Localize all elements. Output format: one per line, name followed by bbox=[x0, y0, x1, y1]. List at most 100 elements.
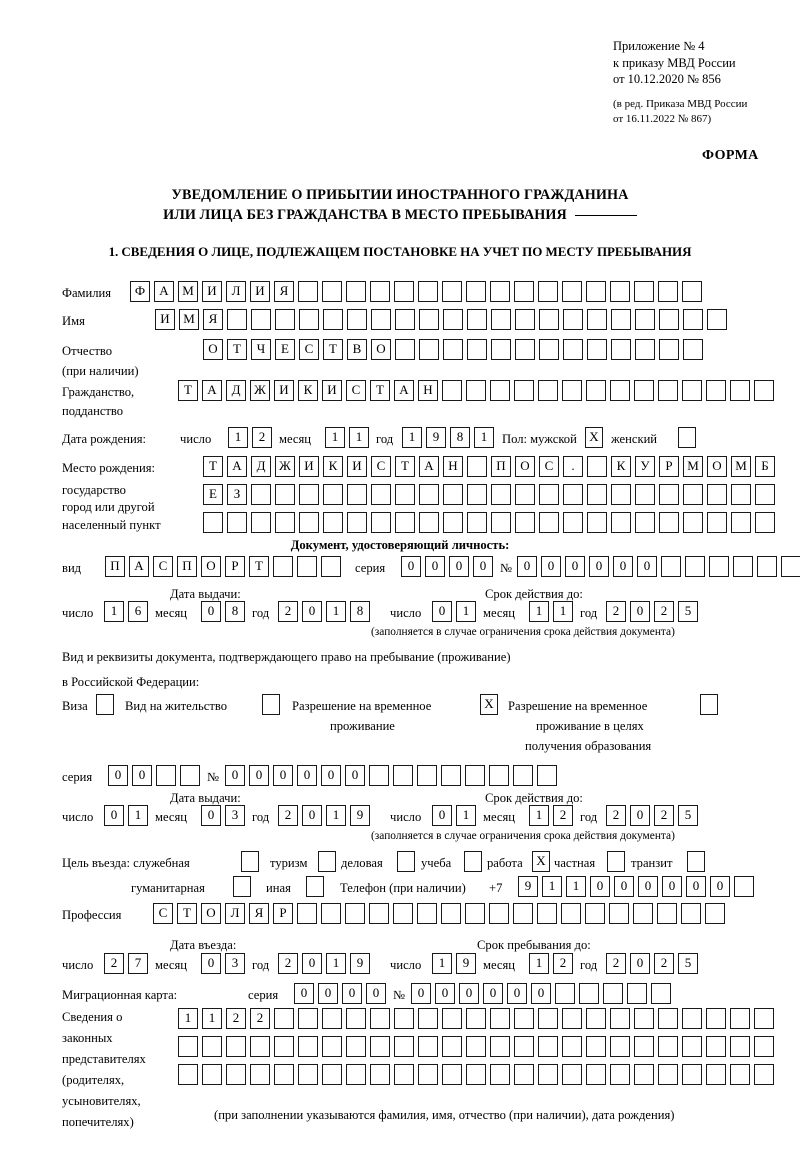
birthplace-3-cell[interactable] bbox=[683, 512, 703, 533]
patronymic-cell[interactable] bbox=[611, 339, 631, 360]
doc-issue-day-cell[interactable]: 6 bbox=[128, 601, 148, 622]
name-cell[interactable] bbox=[659, 309, 679, 330]
birthplace-3-cell[interactable] bbox=[731, 512, 751, 533]
doc-kind-cell[interactable]: Р bbox=[225, 556, 245, 577]
entry-day-cell[interactable]: 7 bbox=[128, 953, 148, 974]
citizenship-cell[interactable] bbox=[706, 380, 726, 401]
doc-issue-month-cell[interactable]: 8 bbox=[225, 601, 245, 622]
citizenship-cell[interactable]: Т bbox=[178, 380, 198, 401]
doc-number-cell[interactable]: 0 bbox=[517, 556, 537, 577]
permit-issue-year-cell[interactable]: 9 bbox=[350, 805, 370, 826]
legal-rep-3-cell[interactable] bbox=[730, 1064, 750, 1085]
legal-rep-3-cell[interactable] bbox=[394, 1064, 414, 1085]
legal-rep-1-cell[interactable] bbox=[706, 1008, 726, 1029]
legal-rep-2-cell[interactable] bbox=[202, 1036, 222, 1057]
legal-rep-1-cell[interactable] bbox=[730, 1008, 750, 1029]
doc-number-cell[interactable] bbox=[733, 556, 753, 577]
patronymic-cell[interactable] bbox=[539, 339, 559, 360]
name-cell[interactable] bbox=[539, 309, 559, 330]
mcard-series-cell[interactable]: 0 bbox=[342, 983, 362, 1004]
citizenship-cell[interactable]: И bbox=[274, 380, 294, 401]
surname-cell[interactable] bbox=[586, 281, 606, 302]
legal-rep-2-cell[interactable] bbox=[298, 1036, 318, 1057]
birthplace-3-cell[interactable] bbox=[707, 512, 727, 533]
checkbox-purpose-service[interactable] bbox=[241, 851, 259, 872]
surname-cell[interactable]: Я bbox=[274, 281, 294, 302]
checkbox-sex-female[interactable] bbox=[678, 427, 696, 448]
legal-rep-1-cell[interactable] bbox=[298, 1008, 318, 1029]
birthplace-3-cell[interactable] bbox=[491, 512, 511, 533]
birthplace-1-cell[interactable]: И bbox=[299, 456, 319, 477]
legal-rep-3-cell[interactable] bbox=[610, 1064, 630, 1085]
patronymic-cell[interactable] bbox=[563, 339, 583, 360]
birthplace-3-cell[interactable] bbox=[299, 512, 319, 533]
mcard-number-cell[interactable]: 0 bbox=[459, 983, 479, 1004]
permit-number-cell[interactable]: 0 bbox=[273, 765, 293, 786]
birthplace-3-cell[interactable] bbox=[443, 512, 463, 533]
name-cell[interactable] bbox=[227, 309, 247, 330]
legal-rep-3-cell[interactable] bbox=[322, 1064, 342, 1085]
checkbox-temp-residence-edu[interactable] bbox=[700, 694, 718, 715]
checkbox-purpose-other[interactable] bbox=[306, 876, 324, 897]
legal-rep-2-cell[interactable] bbox=[466, 1036, 486, 1057]
permit-number-cell[interactable]: 0 bbox=[321, 765, 341, 786]
entry-day-cell[interactable]: 2 bbox=[104, 953, 124, 974]
doc-series-cell[interactable]: 0 bbox=[401, 556, 421, 577]
profession-cell[interactable] bbox=[561, 903, 581, 924]
entry-month-cell[interactable]: 0 bbox=[201, 953, 221, 974]
doc-number-cell[interactable] bbox=[781, 556, 800, 577]
birthplace-2-cell[interactable] bbox=[755, 484, 775, 505]
legal-rep-2-cell[interactable] bbox=[706, 1036, 726, 1057]
citizenship-cell[interactable]: Ж bbox=[250, 380, 270, 401]
doc-issue-year-cell[interactable]: 0 bbox=[302, 601, 322, 622]
birthplace-1-cell[interactable]: Р bbox=[659, 456, 679, 477]
birthplace-1-cell[interactable]: О bbox=[515, 456, 535, 477]
citizenship-cell[interactable] bbox=[562, 380, 582, 401]
profession-cell[interactable]: Л bbox=[225, 903, 245, 924]
birthplace-1-cell[interactable]: О bbox=[707, 456, 727, 477]
birthplace-3-cell[interactable] bbox=[251, 512, 271, 533]
patronymic-cell[interactable]: О bbox=[371, 339, 391, 360]
birthplace-2-cell[interactable] bbox=[251, 484, 271, 505]
permit-number-cell[interactable]: 0 bbox=[249, 765, 269, 786]
doc-number-cell[interactable] bbox=[685, 556, 705, 577]
name-cell[interactable] bbox=[635, 309, 655, 330]
birthplace-1-cell[interactable]: К bbox=[611, 456, 631, 477]
doc-kind-cell[interactable]: Т bbox=[249, 556, 269, 577]
legal-rep-3-cell[interactable] bbox=[370, 1064, 390, 1085]
birthplace-3-cell[interactable] bbox=[611, 512, 631, 533]
birth-year-cell[interactable]: 1 bbox=[402, 427, 422, 448]
birth-year-cell[interactable]: 1 bbox=[474, 427, 494, 448]
mcard-number-cell[interactable] bbox=[555, 983, 575, 1004]
surname-cell[interactable] bbox=[610, 281, 630, 302]
citizenship-cell[interactable]: К bbox=[298, 380, 318, 401]
birthplace-3-cell[interactable] bbox=[467, 512, 487, 533]
name-cell[interactable] bbox=[587, 309, 607, 330]
legal-rep-1-cell[interactable]: 1 bbox=[178, 1008, 198, 1029]
doc-series-cell[interactable]: 0 bbox=[473, 556, 493, 577]
legal-rep-2-cell[interactable] bbox=[634, 1036, 654, 1057]
legal-rep-1-cell[interactable] bbox=[346, 1008, 366, 1029]
name-cell[interactable] bbox=[611, 309, 631, 330]
legal-rep-1-cell[interactable]: 2 bbox=[250, 1008, 270, 1029]
birthplace-2-cell[interactable] bbox=[371, 484, 391, 505]
permit-number-cell[interactable] bbox=[537, 765, 557, 786]
legal-rep-1-cell[interactable] bbox=[754, 1008, 774, 1029]
profession-cell[interactable]: С bbox=[153, 903, 173, 924]
profession-cell[interactable] bbox=[585, 903, 605, 924]
profession-cell[interactable] bbox=[417, 903, 437, 924]
checkbox-purpose-humanitarian[interactable] bbox=[233, 876, 251, 897]
birthplace-3-cell[interactable] bbox=[347, 512, 367, 533]
patronymic-cell[interactable] bbox=[515, 339, 535, 360]
